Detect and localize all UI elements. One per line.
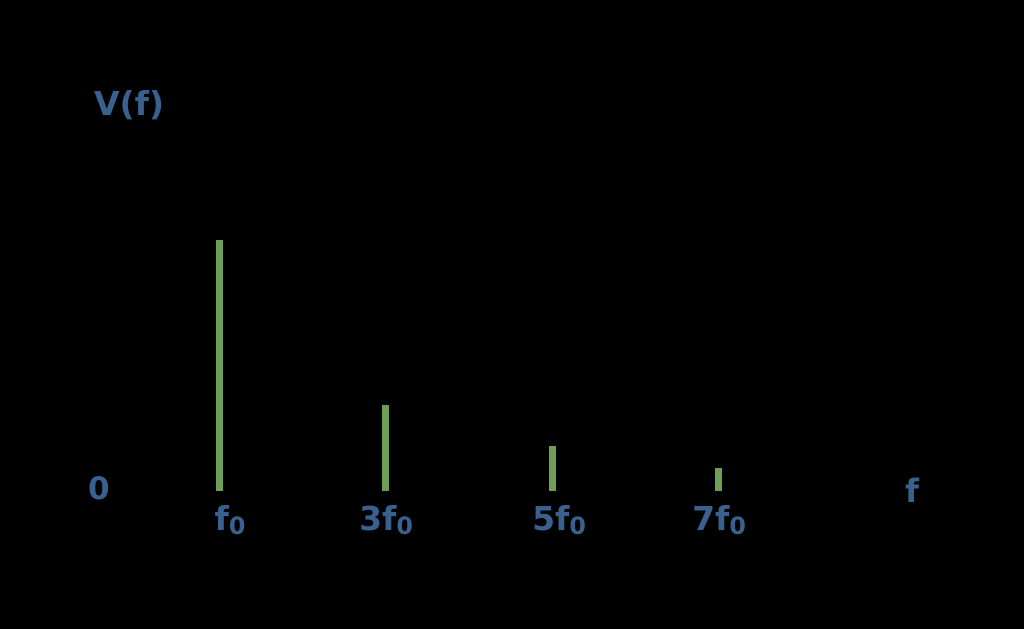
tick-label-subscript: 0 (396, 512, 413, 541)
tick-label-subscript: 0 (569, 512, 586, 541)
y-axis-label: V(f) (94, 84, 165, 123)
tick-label-f0: f0 (214, 499, 246, 538)
tick-label-7f0: 7f0 (692, 499, 746, 538)
tick-label-5f0: 5f0 (532, 499, 586, 538)
origin-label: 0 (88, 471, 110, 507)
tick-label-subscript: 0 (729, 512, 746, 541)
tick-label-subscript: 0 (228, 512, 246, 541)
spectral-line-f0 (215, 240, 223, 491)
tick-label-base: 7f (692, 499, 730, 538)
tick-label-3f0: 3f0 (359, 499, 413, 538)
spectral-line-7f0 (714, 468, 722, 491)
tick-label-base: f (214, 499, 229, 538)
tick-label-base: 3f (359, 499, 397, 538)
tick-label-base: 5f (532, 499, 570, 538)
spectral-line-5f0 (548, 446, 556, 491)
x-axis-label: f (905, 472, 919, 510)
spectral-line-3f0 (381, 405, 389, 491)
